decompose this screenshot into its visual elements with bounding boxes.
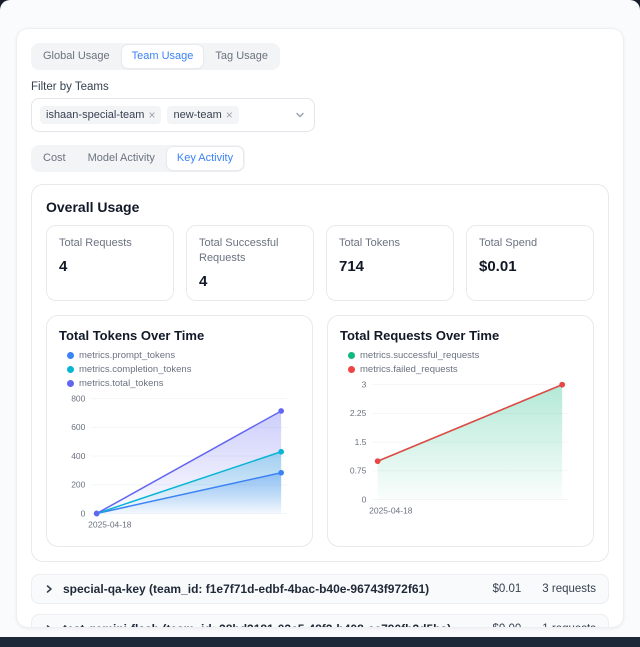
svg-text:1.5: 1.5 (355, 437, 367, 447)
legend-item: metrics.total_tokens (67, 378, 163, 389)
key-spend: $0.00 (493, 623, 522, 627)
chart-canvas: 0 200 400 600 800 2025-04-18 (71, 393, 287, 529)
activity-view-tabs: Cost Model Activity Key Activity (31, 145, 246, 172)
legend-dot-icon (67, 351, 74, 359)
key-row-special-qa-key[interactable]: special-qa-key (team_id: f1e7f71d-edbf-4… (31, 573, 609, 604)
legend-label: metrics.successful_requests (360, 349, 480, 361)
stat-label: Total Requests (59, 237, 132, 249)
tab-model-activity[interactable]: Model Activity (78, 147, 165, 170)
svg-text:800: 800 (71, 393, 85, 403)
key-request-count: 1 requests (542, 623, 596, 627)
key-list: special-qa-key (team_id: f1e7f71d-edbf-4… (31, 573, 609, 627)
legend-dot-icon (67, 365, 74, 373)
tab-team-usage[interactable]: Team Usage (121, 45, 204, 68)
stat-value: 4 (199, 272, 208, 290)
legend-item: metrics.prompt_tokens (67, 350, 175, 361)
svg-text:2025-04-18: 2025-04-18 (88, 519, 132, 529)
chart-title: Total Requests Over Time (340, 327, 500, 343)
svg-text:400: 400 (71, 451, 85, 461)
legend-label: metrics.completion_tokens (79, 363, 192, 375)
key-spend: $0.01 (492, 582, 522, 595)
team-tag: new-team × (167, 106, 239, 124)
legend-dot-icon (67, 379, 74, 387)
stat-label: Total Tokens (339, 237, 400, 249)
svg-text:3: 3 (362, 379, 367, 389)
svg-text:200: 200 (71, 479, 85, 489)
key-name: special-qa-key (team_id: f1e7f71d-edbf-4… (63, 581, 430, 596)
chevron-right-icon (44, 584, 54, 594)
charts-row: Total Tokens Over Time metrics.prompt_to… (46, 314, 594, 547)
team-filter-select[interactable]: ishaan-special-team × new-team × (31, 98, 315, 132)
tab-cost[interactable]: Cost (33, 147, 76, 170)
team-tag-label: new-team (173, 109, 222, 121)
team-tag-label: ishaan-special-team (46, 109, 145, 121)
svg-text:2025-04-18: 2025-04-18 (369, 505, 413, 515)
stat-value: 714 (339, 257, 365, 275)
svg-text:2.25: 2.25 (350, 408, 367, 418)
stat-value: $0.01 (479, 257, 517, 275)
legend-label: metrics.total_tokens (79, 377, 164, 389)
usage-scope-tabs: Global Usage Team Usage Tag Usage (31, 43, 281, 70)
remove-team-icon[interactable]: × (148, 108, 156, 122)
svg-text:600: 600 (71, 422, 85, 432)
legend-item: metrics.completion_tokens (67, 364, 191, 375)
usage-dashboard-card: Global Usage Team Usage Tag Usage Filter… (16, 28, 624, 628)
tab-tag-usage[interactable]: Tag Usage (205, 45, 278, 68)
legend-dot-icon (348, 351, 355, 359)
tab-key-activity[interactable]: Key Activity (166, 147, 244, 170)
requests-over-time-chart: Total Requests Over Time metrics.success… (327, 314, 594, 547)
key-name: test-gemini-flash (team_id: 28bd3181-02c… (63, 622, 484, 627)
chart-canvas: 0 0.75 1.5 2.25 3 2025-04-18 (350, 379, 568, 515)
stat-label: Total Spend (479, 237, 538, 249)
chart-legend: metrics.successful_requests metrics.faile… (348, 350, 581, 375)
key-row-test-gemini-flash[interactable]: test-gemini-flash (team_id: 28bd3181-02c… (31, 613, 609, 627)
stat-total-successful-requests: Total Successful Requests 4 (186, 225, 314, 301)
key-request-count: 3 requests (542, 582, 596, 595)
legend-item: metrics.successful_requests (348, 350, 479, 361)
chevron-right-icon (44, 624, 54, 627)
legend-label: metrics.prompt_tokens (79, 349, 176, 361)
chart-legend: metrics.prompt_tokens metrics.completion_… (67, 350, 300, 389)
overall-usage-panel: Overall Usage Total Requests 4 Total Suc… (31, 184, 609, 562)
svg-text:0.75: 0.75 (350, 465, 367, 475)
tokens-over-time-chart: Total Tokens Over Time metrics.prompt_to… (46, 314, 313, 547)
tab-global-usage[interactable]: Global Usage (33, 45, 120, 68)
stat-label: Total Successful Requests (199, 237, 279, 264)
stats-row: Total Requests 4 Total Successful Reques… (46, 225, 594, 301)
legend-dot-icon (348, 365, 355, 373)
svg-text:0: 0 (362, 494, 367, 504)
dark-bottom-strip (0, 637, 640, 647)
team-tag: ishaan-special-team × (40, 106, 162, 124)
svg-text:0: 0 (81, 508, 86, 518)
chart-title: Total Tokens Over Time (59, 327, 205, 343)
stat-total-tokens: Total Tokens 714 (326, 225, 454, 301)
remove-team-icon[interactable]: × (225, 108, 233, 122)
legend-label: metrics.failed_requests (360, 363, 458, 375)
stat-total-requests: Total Requests 4 (46, 225, 174, 301)
panel-title: Overall Usage (46, 199, 140, 215)
stat-total-spend: Total Spend $0.01 (466, 225, 594, 301)
chevron-down-icon (294, 109, 306, 121)
legend-item: metrics.failed_requests (348, 364, 458, 375)
filter-by-teams-label: Filter by Teams (31, 81, 109, 93)
stat-value: 4 (59, 257, 68, 275)
